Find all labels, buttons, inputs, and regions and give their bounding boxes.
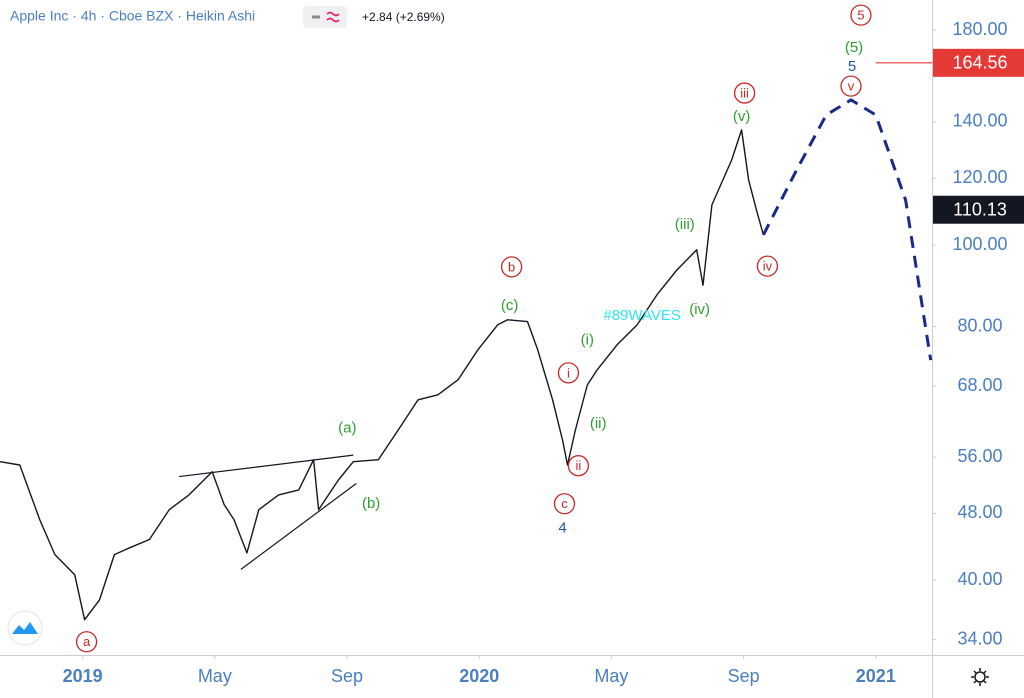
wave-circle <box>756 255 779 277</box>
projection-line <box>762 98 933 361</box>
wave-label: (a) <box>338 420 356 437</box>
y-tick-label: 180.00 <box>952 19 1007 39</box>
y-tick-label: 56.00 <box>957 446 1002 466</box>
y-tick-label: 140.00 <box>952 111 1007 131</box>
wave-label: 4 <box>558 519 566 536</box>
y-tick-label: 48.00 <box>957 502 1002 522</box>
x-tick-label: 2019 <box>63 666 103 686</box>
wave-circle <box>567 455 590 477</box>
x-tick-label: May <box>198 666 232 686</box>
x-tick-label: 2021 <box>856 666 896 686</box>
trendline <box>179 454 354 478</box>
price-marker-label: 164.56 <box>952 53 1007 73</box>
y-tick-label: 100.00 <box>952 234 1007 254</box>
wave-circle <box>557 362 580 384</box>
wave-label: v <box>848 79 855 94</box>
y-tick-label: 80.00 <box>957 315 1002 335</box>
wave-label: (b) <box>362 495 380 512</box>
x-tick-label: 2020 <box>459 666 499 686</box>
wave-circle <box>75 631 98 653</box>
wave-circle <box>850 4 872 26</box>
wave-label: (v) <box>733 108 751 125</box>
wave-label: (c) <box>501 297 519 314</box>
wave-label: (5) <box>845 39 863 56</box>
wave-label: b <box>508 259 515 274</box>
price-marker-box <box>933 195 1024 224</box>
price-change: +2.84 (+2.69%) <box>362 10 445 24</box>
wave-label: (iv) <box>689 301 710 318</box>
settings-icon[interactable] <box>971 668 989 686</box>
wave-label: ii <box>575 458 581 473</box>
x-tick-label: May <box>594 666 628 686</box>
indicator-badge <box>303 6 347 28</box>
wave-label: 5 <box>848 58 856 75</box>
wave-label: i <box>567 365 570 380</box>
wave-label: a <box>83 634 91 649</box>
wave-label: iii <box>740 86 749 101</box>
y-tick-label: 40.00 <box>957 569 1002 589</box>
y-tick-label: 34.00 <box>957 628 1002 648</box>
chart-title: Apple Inc · 4h · Cboe BZX · Heikin Ashi <box>10 8 255 24</box>
x-tick-label: Sep <box>728 666 760 686</box>
wave-label: iv <box>763 259 773 274</box>
wave-circle <box>733 82 756 104</box>
wave-label: (ii) <box>590 415 607 432</box>
price-marker-box <box>933 48 1024 77</box>
wave-label: (i) <box>581 332 594 349</box>
wave-label: (iii) <box>675 216 695 233</box>
wave-circle <box>500 256 523 278</box>
wave-circle <box>553 493 576 515</box>
trendline <box>240 483 357 570</box>
y-tick-label: 68.00 <box>957 375 1002 395</box>
wave-label: #89WAVES <box>603 307 681 324</box>
wave-label: c <box>561 496 568 511</box>
logo <box>7 610 43 646</box>
price-line <box>0 129 765 621</box>
wave-circle <box>840 75 862 97</box>
wave-label: 5 <box>857 8 864 23</box>
x-tick-label: Sep <box>331 666 363 686</box>
y-tick-label: 120.00 <box>952 167 1007 187</box>
price-marker-label: 110.13 <box>953 199 1007 219</box>
